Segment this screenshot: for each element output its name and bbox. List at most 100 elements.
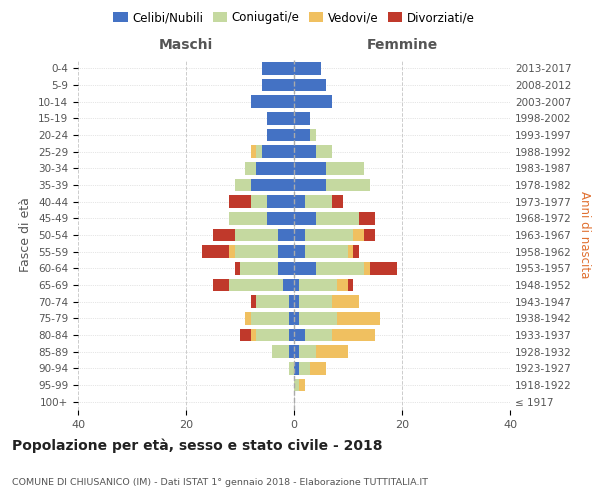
Bar xyxy=(310,129,316,141)
Bar xyxy=(294,362,299,374)
Bar xyxy=(294,162,326,174)
Bar xyxy=(294,246,305,258)
Bar xyxy=(235,262,240,274)
Bar xyxy=(348,246,353,258)
Bar xyxy=(332,196,343,208)
Bar xyxy=(310,362,326,374)
Bar xyxy=(316,146,332,158)
Bar xyxy=(332,296,359,308)
Bar xyxy=(251,296,256,308)
Bar xyxy=(294,146,316,158)
Bar xyxy=(294,79,326,92)
Text: Femmine: Femmine xyxy=(367,38,437,52)
Bar xyxy=(267,112,294,124)
Bar xyxy=(251,196,267,208)
Bar xyxy=(299,312,337,324)
Bar xyxy=(278,229,294,241)
Y-axis label: Fasce di età: Fasce di età xyxy=(19,198,32,272)
Bar xyxy=(289,296,294,308)
Bar xyxy=(299,362,310,374)
Bar xyxy=(235,229,278,241)
Bar xyxy=(305,196,332,208)
Bar xyxy=(364,229,375,241)
Bar xyxy=(294,379,299,391)
Bar xyxy=(299,296,332,308)
Bar xyxy=(364,262,370,274)
Bar xyxy=(283,279,294,291)
Bar xyxy=(229,246,235,258)
Bar xyxy=(251,312,289,324)
Bar xyxy=(272,346,289,358)
Bar xyxy=(262,79,294,92)
Bar xyxy=(235,246,278,258)
Bar xyxy=(240,329,251,341)
Bar xyxy=(278,246,294,258)
Bar xyxy=(353,246,359,258)
Bar xyxy=(213,229,235,241)
Bar xyxy=(267,129,294,141)
Bar xyxy=(294,312,299,324)
Bar xyxy=(267,212,294,224)
Bar xyxy=(326,162,364,174)
Legend: Celibi/Nubili, Coniugati/e, Vedovi/e, Divorziati/e: Celibi/Nubili, Coniugati/e, Vedovi/e, Di… xyxy=(109,6,479,29)
Bar xyxy=(289,312,294,324)
Bar xyxy=(289,362,294,374)
Bar xyxy=(305,246,348,258)
Bar xyxy=(353,229,364,241)
Bar xyxy=(245,312,251,324)
Bar xyxy=(289,346,294,358)
Bar xyxy=(229,212,267,224)
Bar xyxy=(267,196,294,208)
Bar xyxy=(256,146,262,158)
Bar xyxy=(326,179,370,192)
Bar xyxy=(245,162,256,174)
Bar xyxy=(299,379,305,391)
Bar xyxy=(256,296,289,308)
Bar xyxy=(316,262,364,274)
Bar xyxy=(332,329,375,341)
Bar xyxy=(235,179,251,192)
Bar xyxy=(305,329,332,341)
Bar xyxy=(294,296,299,308)
Bar xyxy=(294,179,326,192)
Text: COMUNE DI CHIUSANICO (IM) - Dati ISTAT 1° gennaio 2018 - Elaborazione TUTTITALIA: COMUNE DI CHIUSANICO (IM) - Dati ISTAT 1… xyxy=(12,478,428,487)
Bar xyxy=(240,262,278,274)
Bar xyxy=(262,146,294,158)
Bar xyxy=(294,112,310,124)
Bar xyxy=(294,262,316,274)
Bar xyxy=(294,212,316,224)
Bar xyxy=(348,279,353,291)
Bar xyxy=(294,196,305,208)
Bar xyxy=(294,329,305,341)
Bar xyxy=(278,262,294,274)
Bar xyxy=(294,279,299,291)
Bar xyxy=(294,229,305,241)
Bar xyxy=(213,279,229,291)
Bar xyxy=(256,329,289,341)
Text: Maschi: Maschi xyxy=(159,38,213,52)
Bar xyxy=(251,179,294,192)
Bar xyxy=(299,346,316,358)
Bar xyxy=(337,312,380,324)
Bar xyxy=(305,229,353,241)
Bar xyxy=(359,212,375,224)
Bar xyxy=(251,96,294,108)
Bar xyxy=(202,246,229,258)
Bar xyxy=(256,162,294,174)
Bar xyxy=(294,346,299,358)
Bar xyxy=(229,196,251,208)
Bar xyxy=(262,62,294,74)
Bar xyxy=(251,146,256,158)
Text: Popolazione per età, sesso e stato civile - 2018: Popolazione per età, sesso e stato civil… xyxy=(12,438,383,453)
Bar xyxy=(294,129,310,141)
Bar xyxy=(316,346,348,358)
Y-axis label: Anni di nascita: Anni di nascita xyxy=(578,192,591,278)
Bar xyxy=(229,279,283,291)
Bar xyxy=(289,329,294,341)
Bar xyxy=(299,279,337,291)
Bar xyxy=(251,329,256,341)
Bar xyxy=(294,62,321,74)
Bar xyxy=(294,96,332,108)
Bar xyxy=(370,262,397,274)
Bar xyxy=(316,212,359,224)
